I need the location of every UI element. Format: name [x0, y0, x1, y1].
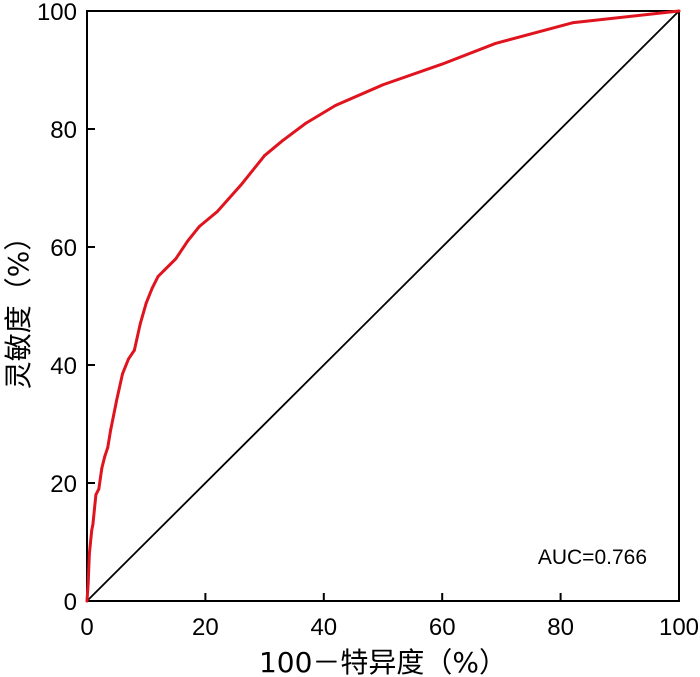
roc-point: [86, 581, 90, 585]
roc-point: [100, 466, 104, 470]
roc-point: [115, 399, 118, 402]
y-tick-label: 40: [50, 353, 77, 380]
roc-curve-points: [85, 9, 681, 603]
reference-diagonal-line: [86, 10, 680, 602]
roc-point: [90, 528, 94, 532]
roc-point: [85, 599, 89, 603]
roc-point: [156, 275, 160, 278]
y-tick-label: 60: [50, 235, 77, 262]
roc-point: [263, 154, 266, 157]
roc-point: [150, 286, 154, 290]
roc-point: [121, 372, 124, 376]
roc-point: [89, 540, 92, 544]
roc-point: [198, 224, 201, 228]
x-tick-labels: 0 20 40 60 80 100: [80, 614, 699, 641]
roc-point: [168, 263, 172, 267]
roc-point: [215, 210, 219, 214]
roc-point: [162, 269, 166, 272]
roc-point: [138, 322, 142, 326]
roc-point: [109, 428, 113, 432]
roc-point: [677, 9, 681, 13]
roc-point: [440, 62, 444, 66]
x-tick-label: 60: [429, 614, 456, 641]
roc-point: [97, 487, 101, 491]
roc-point: [144, 301, 148, 305]
roc-point: [186, 239, 190, 243]
y-tick-label: 80: [50, 117, 77, 144]
x-tick-label: 100: [659, 614, 699, 641]
roc-point: [381, 83, 385, 87]
roc-point: [106, 446, 110, 449]
roc-curve-line: [85, 9, 681, 603]
roc-point: [87, 552, 91, 556]
roc-point: [91, 522, 95, 526]
roc-point: [94, 493, 98, 497]
roc-point: [239, 183, 243, 187]
roc-point: [174, 257, 178, 261]
roc-point: [494, 42, 497, 45]
auc-annotation: AUC=0.766: [538, 546, 647, 569]
x-axis-title: 100－特异度（%）: [259, 646, 507, 677]
x-tick-label: 40: [310, 614, 337, 641]
roc-point: [280, 139, 284, 143]
roc-point: [334, 104, 338, 107]
y-tick-labels: 0 20 40 60 80 100: [37, 0, 77, 616]
x-tick-label: 80: [547, 614, 574, 641]
roc-point: [103, 455, 107, 458]
roc-point: [571, 21, 574, 25]
roc-point: [132, 348, 136, 352]
x-tick-label: 0: [80, 614, 93, 641]
roc-point: [127, 357, 130, 361]
x-tick-label: 20: [192, 614, 219, 641]
y-tick-label: 0: [64, 589, 77, 616]
y-tick-label: 20: [50, 471, 77, 498]
y-axis-title: 灵敏度（%）: [2, 223, 35, 390]
plot-frame: [86, 10, 680, 602]
y-tick-label: 100: [37, 0, 77, 26]
roc-point: [304, 121, 308, 125]
